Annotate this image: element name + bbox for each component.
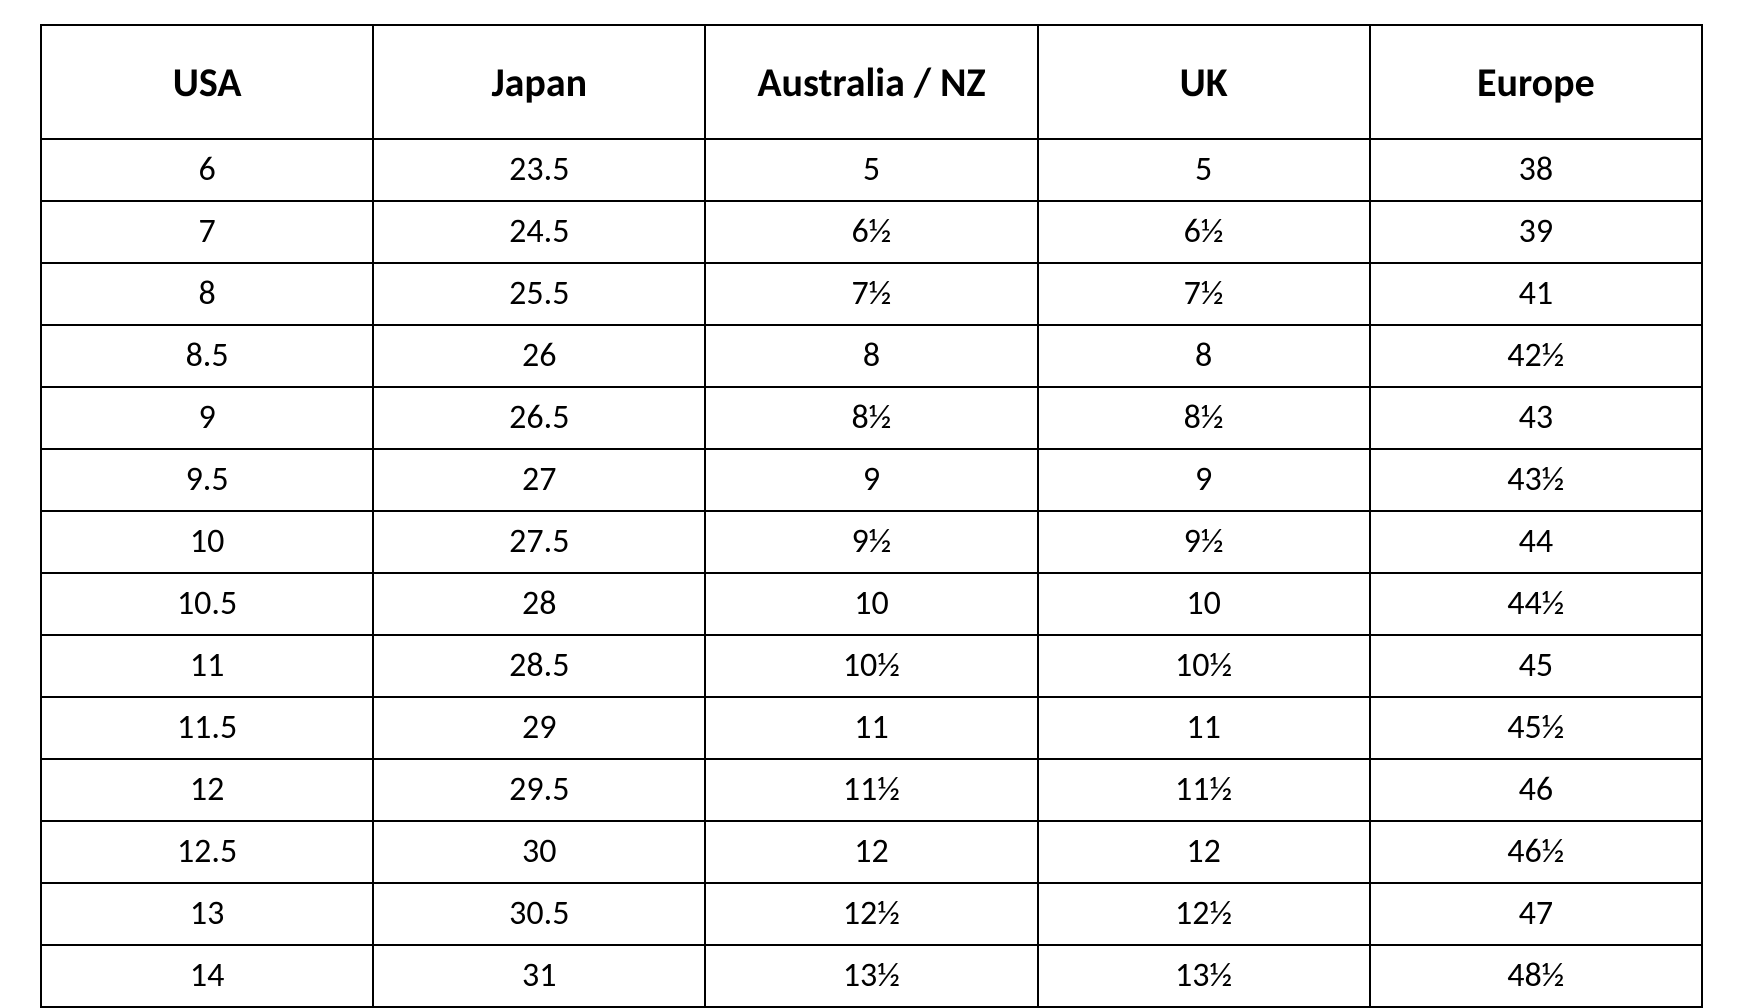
cell: 9 [705,449,1037,511]
cell: 47 [1370,883,1702,945]
cell: 44 [1370,511,1702,573]
cell: 39 [1370,201,1702,263]
cell: 7½ [705,263,1037,325]
cell: 11 [1038,697,1370,759]
cell: 45½ [1370,697,1702,759]
cell: 23.5 [373,139,705,201]
cell: 9½ [705,511,1037,573]
cell: 12½ [705,883,1037,945]
table-row: 6 23.5 5 5 38 [41,139,1702,201]
cell: 12½ [1038,883,1370,945]
cell: 11 [41,635,373,697]
cell: 11½ [705,759,1037,821]
col-header-europe: Europe [1370,25,1702,139]
cell: 5 [1038,139,1370,201]
cell: 12 [705,821,1037,883]
cell: 9.5 [41,449,373,511]
cell: 27 [373,449,705,511]
cell: 11½ [1038,759,1370,821]
col-header-japan: Japan [373,25,705,139]
cell: 27.5 [373,511,705,573]
table-row: 12.5 30 12 12 46½ [41,821,1702,883]
cell: 12 [1038,821,1370,883]
cell: 30 [373,821,705,883]
cell: 6½ [705,201,1037,263]
cell: 46½ [1370,821,1702,883]
cell: 10½ [1038,635,1370,697]
cell: 12.5 [41,821,373,883]
col-header-uk: UK [1038,25,1370,139]
cell: 7½ [1038,263,1370,325]
table-row: 11.5 29 11 11 45½ [41,697,1702,759]
cell: 10 [41,511,373,573]
cell: 43 [1370,387,1702,449]
cell: 9½ [1038,511,1370,573]
cell: 13½ [1038,945,1370,1007]
cell: 29 [373,697,705,759]
cell: 8½ [1038,387,1370,449]
cell: 46 [1370,759,1702,821]
table-row: 14 31 13½ 13½ 48½ [41,945,1702,1007]
cell: 26 [373,325,705,387]
cell: 13½ [705,945,1037,1007]
cell: 44½ [1370,573,1702,635]
cell: 48½ [1370,945,1702,1007]
table-row: 13 30.5 12½ 12½ 47 [41,883,1702,945]
cell: 6½ [1038,201,1370,263]
cell: 8 [1038,325,1370,387]
cell: 43½ [1370,449,1702,511]
cell: 10½ [705,635,1037,697]
size-conversion-table: USA Japan Australia / NZ UK Europe 6 23.… [40,24,1703,1008]
table-row: 9.5 27 9 9 43½ [41,449,1702,511]
cell: 14 [41,945,373,1007]
cell: 26.5 [373,387,705,449]
cell: 41 [1370,263,1702,325]
cell: 7 [41,201,373,263]
cell: 30.5 [373,883,705,945]
table-header-row: USA Japan Australia / NZ UK Europe [41,25,1702,139]
cell: 13 [41,883,373,945]
cell: 6 [41,139,373,201]
cell: 9 [1038,449,1370,511]
cell: 10 [1038,573,1370,635]
cell: 28 [373,573,705,635]
cell: 8½ [705,387,1037,449]
col-header-australia: Australia / NZ [705,25,1037,139]
cell: 29.5 [373,759,705,821]
cell: 9 [41,387,373,449]
cell: 28.5 [373,635,705,697]
cell: 8 [705,325,1037,387]
table-row: 11 28.5 10½ 10½ 45 [41,635,1702,697]
cell: 25.5 [373,263,705,325]
cell: 10.5 [41,573,373,635]
cell: 8.5 [41,325,373,387]
table-row: 9 26.5 8½ 8½ 43 [41,387,1702,449]
cell: 24.5 [373,201,705,263]
cell: 8 [41,263,373,325]
cell: 10 [705,573,1037,635]
cell: 11 [705,697,1037,759]
col-header-usa: USA [41,25,373,139]
table-row: 7 24.5 6½ 6½ 39 [41,201,1702,263]
table-body: 6 23.5 5 5 38 7 24.5 6½ 6½ 39 8 25.5 7½ … [41,139,1702,1007]
cell: 12 [41,759,373,821]
cell: 45 [1370,635,1702,697]
cell: 31 [373,945,705,1007]
cell: 5 [705,139,1037,201]
table-row: 12 29.5 11½ 11½ 46 [41,759,1702,821]
table-row: 8.5 26 8 8 42½ [41,325,1702,387]
table-row: 8 25.5 7½ 7½ 41 [41,263,1702,325]
cell: 38 [1370,139,1702,201]
table-row: 10 27.5 9½ 9½ 44 [41,511,1702,573]
cell: 42½ [1370,325,1702,387]
cell: 11.5 [41,697,373,759]
table-row: 10.5 28 10 10 44½ [41,573,1702,635]
